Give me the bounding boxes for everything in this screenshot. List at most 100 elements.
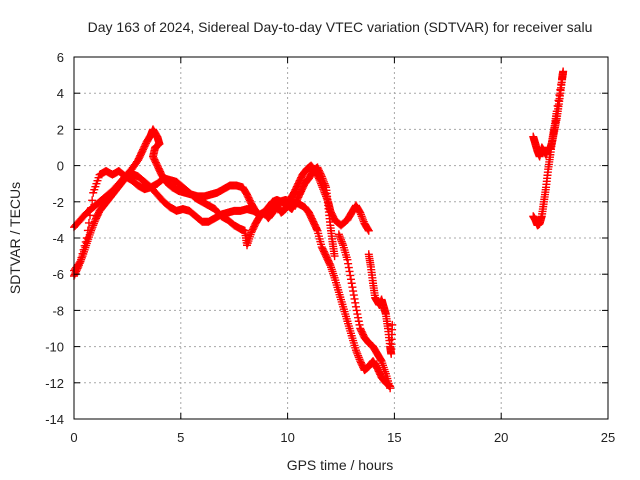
- data-point: [76, 257, 85, 266]
- data-point: [338, 239, 347, 248]
- data-point: [356, 210, 365, 219]
- data-point: [359, 215, 368, 224]
- data-point: [86, 211, 95, 220]
- data-point: [351, 302, 360, 311]
- data-point: [320, 179, 329, 188]
- data-point: [319, 177, 328, 186]
- axis-ticks: 0 5 10 15 20 25 -14 -12 -10 -8 -6 -4 -2 0 2 4 6: [45, 50, 615, 445]
- data-point: [82, 234, 91, 242]
- data-point: [349, 287, 358, 296]
- data-point: [558, 74, 567, 83]
- data-point: [334, 230, 343, 239]
- data-point: [337, 237, 346, 246]
- data-point: [87, 203, 96, 212]
- y-axis-label: SDTVAR / TECUs: [7, 182, 23, 294]
- x-tick-label: 10: [280, 430, 294, 445]
- x-tick-label: 15: [387, 430, 401, 445]
- data-point: [354, 351, 363, 360]
- series-arc-e: [364, 250, 397, 358]
- data-point: [347, 279, 356, 288]
- data-point: [81, 237, 90, 246]
- data-point: [337, 235, 345, 244]
- x-tick-label: 25: [601, 430, 615, 445]
- data-point: [364, 226, 373, 235]
- x-axis-label: GPS time / hours: [287, 457, 394, 473]
- y-tick-label: 0: [57, 159, 64, 174]
- data-point: [319, 176, 328, 185]
- data-point: [353, 349, 362, 358]
- data-point: [318, 174, 327, 183]
- x-tick-label: 20: [494, 430, 508, 445]
- data-point: [88, 196, 97, 205]
- data-point: [77, 253, 86, 262]
- data-point: [350, 294, 359, 303]
- data-point: [344, 263, 353, 272]
- data-point: [84, 218, 93, 227]
- series-arc-d: [334, 230, 395, 393]
- data-point: [317, 172, 326, 181]
- data-point: [349, 291, 358, 300]
- data-point: [78, 249, 87, 258]
- y-tick-label: 2: [57, 122, 64, 137]
- data-point: [555, 91, 564, 100]
- series-arc-b: [70, 170, 395, 391]
- data-points: [70, 67, 568, 393]
- data-point: [344, 259, 353, 268]
- x-tick-label: 5: [177, 430, 184, 445]
- data-point: [557, 80, 566, 89]
- data-point: [357, 212, 366, 221]
- data-point: [79, 245, 88, 254]
- x-tick-label: 0: [70, 430, 77, 445]
- data-point: [352, 306, 361, 315]
- series-arc-f: [529, 67, 568, 230]
- data-point: [330, 252, 339, 261]
- y-tick-label: -12: [45, 376, 64, 391]
- data-point: [346, 271, 355, 280]
- series-arc-c: [70, 163, 339, 275]
- data-point: [87, 224, 96, 233]
- y-tick-label: -10: [45, 340, 64, 355]
- data-point: [80, 241, 89, 250]
- data-point: [554, 96, 563, 105]
- data-point: [364, 225, 373, 234]
- y-tick-label: 4: [57, 86, 64, 101]
- data-point: [354, 313, 363, 322]
- data-point: [388, 320, 397, 329]
- data-point: [355, 320, 364, 329]
- data-point: [386, 384, 395, 393]
- data-point: [348, 283, 357, 292]
- data-point: [75, 259, 84, 268]
- data-point: [356, 208, 365, 217]
- grid: [74, 57, 608, 419]
- data-point: [83, 226, 92, 235]
- data-point: [325, 259, 334, 268]
- y-tick-label: -6: [52, 267, 64, 282]
- data-point: [343, 255, 352, 264]
- data-point: [529, 212, 538, 221]
- data-point: [553, 101, 562, 110]
- data-point: [89, 221, 98, 230]
- data-point: [312, 225, 321, 234]
- data-point: [351, 298, 360, 307]
- data-point: [351, 346, 360, 355]
- data-point: [335, 232, 344, 241]
- data-point: [336, 234, 345, 242]
- y-tick-label: -4: [52, 231, 64, 246]
- data-point: [556, 85, 565, 94]
- data-point: [354, 353, 363, 362]
- data-point: [354, 317, 363, 326]
- data-point: [345, 267, 354, 276]
- data-point: [353, 310, 362, 319]
- y-tick-label: 6: [57, 50, 64, 65]
- data-point: [321, 190, 330, 199]
- data-point: [352, 348, 361, 357]
- data-point: [88, 223, 97, 232]
- data-point: [346, 275, 355, 284]
- data-point: [321, 181, 330, 190]
- y-tick-label: -2: [52, 195, 64, 210]
- y-tick-label: -8: [52, 303, 64, 318]
- chart-title: Day 163 of 2024, Sidereal Day-to-day VTE…: [88, 19, 593, 35]
- y-tick-label: -14: [45, 412, 64, 427]
- data-point: [358, 214, 367, 223]
